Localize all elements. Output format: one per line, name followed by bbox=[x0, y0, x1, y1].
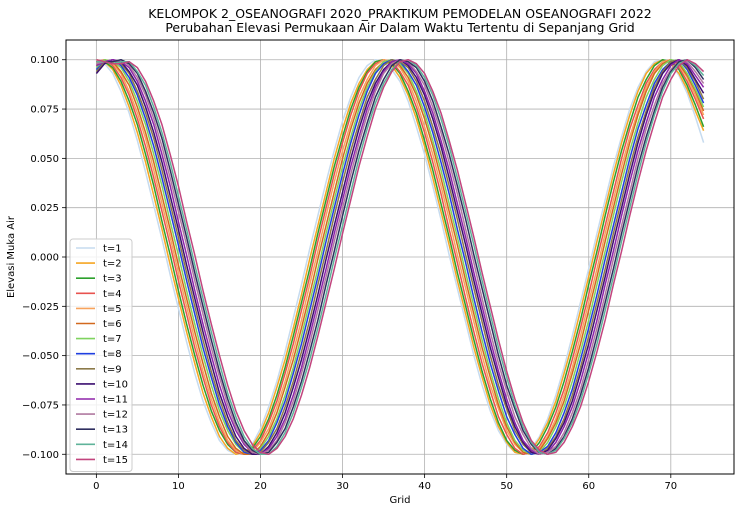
x-axis-label: Grid bbox=[390, 495, 411, 506]
series-line-6 bbox=[95, 58, 705, 456]
series-lines bbox=[95, 58, 705, 456]
legend-entry: t=15 bbox=[103, 455, 128, 466]
x-tick-label: 50 bbox=[500, 481, 513, 492]
series-line-3 bbox=[96, 58, 705, 456]
series-line-15 bbox=[96, 58, 705, 456]
x-tick-label: 10 bbox=[172, 481, 185, 492]
x-tick-label: 30 bbox=[336, 481, 349, 492]
legend-entry: t=9 bbox=[103, 364, 122, 375]
y-axis-label: Elevasi Muka Air bbox=[6, 215, 17, 298]
series-line-7 bbox=[95, 58, 705, 456]
x-tick-label: 70 bbox=[664, 481, 677, 492]
axis-ticks: 0 10 20 30 40 50 60 70 0.100 0.075 0.050 0.025 0.000… bbox=[22, 55, 677, 492]
y-tick-label: −0.050 bbox=[22, 351, 59, 362]
legend: t=1 t=2 t=3 t=4 t=5 t=6 t=7 t=8 t=9 t=10 t=11 t=12 t… bbox=[69, 238, 133, 472]
legend-entry: t=12 bbox=[103, 410, 128, 421]
legend-entry: t=8 bbox=[103, 349, 122, 360]
x-tick-label: 60 bbox=[582, 481, 595, 492]
legend-entry: t=6 bbox=[103, 319, 122, 330]
x-tick-label: 40 bbox=[418, 481, 431, 492]
series-line-5 bbox=[96, 58, 705, 456]
y-tick-label: −0.025 bbox=[22, 302, 59, 313]
legend-box bbox=[69, 238, 133, 472]
legend-entry: t=3 bbox=[103, 274, 122, 285]
legend-entry: t=13 bbox=[103, 425, 128, 436]
y-tick-label: 0.050 bbox=[30, 154, 59, 165]
x-tick-label: 20 bbox=[254, 481, 267, 492]
legend-entry: t=1 bbox=[103, 244, 122, 255]
y-tick-label: 0.100 bbox=[30, 55, 59, 66]
chart-subtitle: Perubahan Elevasi Permukaan Air Dalam Wa… bbox=[165, 20, 635, 35]
series-line-4 bbox=[96, 58, 705, 456]
series-line-1 bbox=[96, 58, 705, 456]
y-tick-label: 0.075 bbox=[30, 105, 59, 116]
legend-entry: t=5 bbox=[103, 304, 122, 315]
legend-entry: t=14 bbox=[103, 440, 128, 451]
legend-entry: t=10 bbox=[103, 379, 128, 390]
y-tick-label: 0.000 bbox=[30, 253, 59, 264]
x-tick-label: 0 bbox=[93, 481, 99, 492]
legend-entry: t=7 bbox=[103, 334, 122, 345]
y-tick-label: 0.025 bbox=[30, 203, 59, 214]
series-line-2 bbox=[96, 58, 705, 456]
legend-entry: t=11 bbox=[103, 395, 128, 406]
legend-entry: t=4 bbox=[103, 289, 122, 300]
chart-title: KELOMPOK 2_OSEANOGRAFI 2020_PRAKTIKUM PE… bbox=[148, 6, 652, 21]
y-tick-label: −0.075 bbox=[22, 400, 59, 411]
series-line-13 bbox=[96, 58, 705, 456]
y-tick-label: −0.100 bbox=[22, 450, 59, 461]
legend-entry: t=2 bbox=[103, 259, 122, 270]
